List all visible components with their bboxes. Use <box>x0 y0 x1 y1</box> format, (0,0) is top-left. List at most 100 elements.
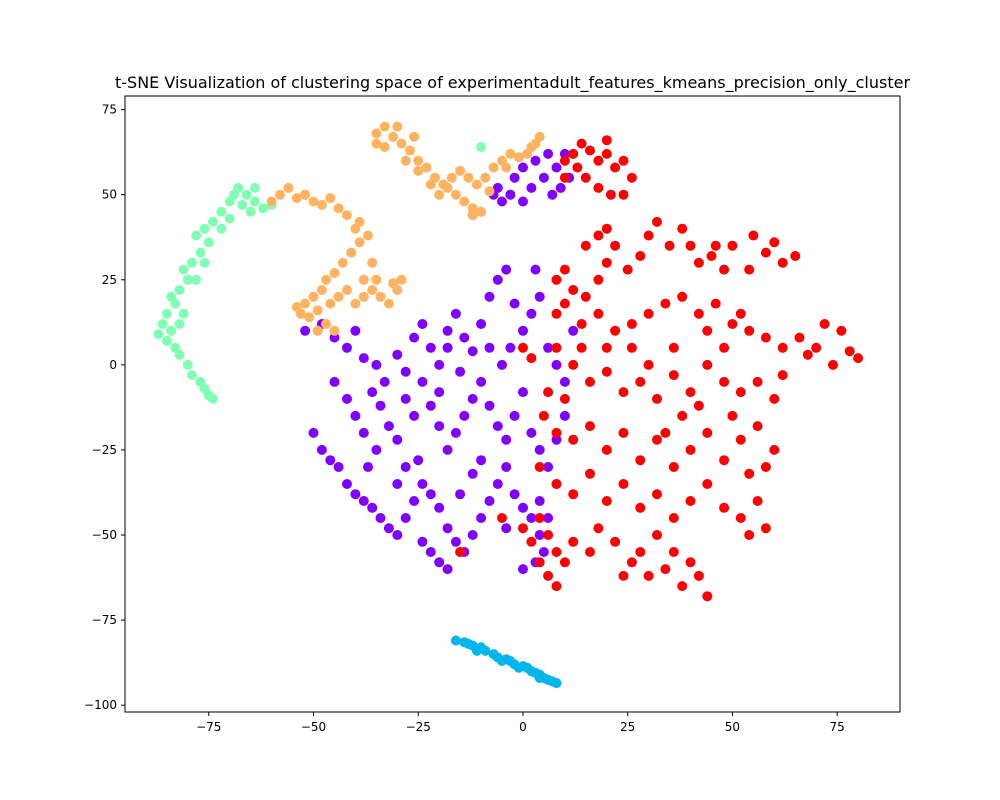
point-s1-56 <box>777 342 788 353</box>
point-s1-14 <box>572 162 583 173</box>
point-s1-50 <box>677 291 688 302</box>
point-s1-27 <box>664 240 675 251</box>
point-s2-22 <box>153 329 164 340</box>
point-s0-90 <box>417 536 428 547</box>
point-s2-8 <box>208 216 218 227</box>
point-s3-20 <box>295 308 306 319</box>
point-s1-102 <box>668 513 679 523</box>
point-s0-72 <box>417 479 428 489</box>
point-s3-47 <box>413 155 424 166</box>
point-s1-118 <box>626 557 637 568</box>
point-s1-13 <box>559 172 570 183</box>
point-s1-147 <box>543 387 554 398</box>
point-s1-113 <box>559 557 570 568</box>
point-s1-146 <box>559 393 570 404</box>
point-s1-144 <box>601 342 612 353</box>
point-s1-100 <box>635 502 646 513</box>
point-s0-5 <box>358 353 369 364</box>
point-s1-132 <box>526 536 537 547</box>
point-s3-22 <box>312 305 323 316</box>
point-s1-92 <box>752 421 763 432</box>
point-s0-28 <box>551 359 562 370</box>
point-s3-21 <box>304 312 315 323</box>
point-s2-1 <box>241 189 252 200</box>
point-s1-19 <box>580 291 591 302</box>
point-s3-43 <box>379 121 390 132</box>
point-s1-64 <box>802 349 813 360</box>
point-s1-3 <box>585 145 595 156</box>
point-s1-12 <box>618 189 629 200</box>
point-s3-33 <box>388 278 399 289</box>
point-s2-19 <box>161 308 172 319</box>
point-s1-70 <box>635 376 646 387</box>
series-0 <box>300 148 579 575</box>
point-s1-34 <box>748 230 759 241</box>
point-s1-4 <box>593 155 604 166</box>
point-s0-83 <box>509 489 520 500</box>
point-s0-62 <box>333 462 344 472</box>
point-s1-109 <box>744 530 755 540</box>
point-s2-10 <box>191 230 202 241</box>
point-s0-54 <box>526 427 537 438</box>
point-s0-47 <box>467 393 478 404</box>
point-s2-16 <box>174 285 185 295</box>
point-s4-19 <box>551 678 562 689</box>
point-s4-21 <box>497 656 507 666</box>
point-s0-58 <box>559 410 570 421</box>
point-s0-115 <box>543 148 554 159</box>
point-s3-27 <box>358 291 369 302</box>
point-s1-59 <box>828 359 838 370</box>
point-s0-36 <box>375 400 386 411</box>
point-s1-96 <box>568 489 579 500</box>
point-s0-92 <box>467 468 478 479</box>
point-s1-121 <box>677 581 688 592</box>
point-s1-7 <box>618 155 629 166</box>
point-s1-0 <box>559 155 570 166</box>
point-s1-55 <box>760 332 771 343</box>
point-s1-62 <box>836 325 847 336</box>
point-s1-152 <box>744 468 755 479</box>
point-s0-12 <box>425 342 436 353</box>
point-s3-55 <box>480 172 491 183</box>
point-s0-65 <box>358 496 369 506</box>
point-s1-138 <box>719 342 730 353</box>
point-s0-48 <box>476 376 487 387</box>
point-s1-23 <box>622 264 633 275</box>
point-s3-45 <box>396 138 407 149</box>
point-s1-81 <box>568 434 579 445</box>
point-s0-69 <box>392 530 403 540</box>
point-s3-79 <box>501 162 512 173</box>
point-s0-34 <box>358 427 369 438</box>
point-s0-100 <box>538 547 549 557</box>
y-tick-label-0: −100 <box>84 698 117 712</box>
point-s3-78 <box>484 186 495 197</box>
plot-frame <box>124 95 901 713</box>
point-s3-7 <box>325 193 336 204</box>
point-s0-44 <box>442 444 453 455</box>
point-s2-11 <box>203 237 214 248</box>
point-s3-42 <box>371 128 382 139</box>
point-s1-145 <box>576 342 587 353</box>
point-s0-46 <box>459 410 470 421</box>
point-s1-66 <box>568 359 579 370</box>
point-s1-1 <box>568 148 579 159</box>
point-s1-17 <box>559 264 570 275</box>
point-s0-8 <box>392 349 403 360</box>
point-s1-30 <box>693 257 704 268</box>
point-s1-101 <box>652 489 662 500</box>
point-s1-116 <box>593 523 604 534</box>
point-s1-114 <box>568 536 579 547</box>
point-s0-53 <box>518 387 528 398</box>
point-s1-99 <box>618 479 629 489</box>
point-s0-60 <box>316 444 327 455</box>
point-s1-10 <box>593 182 604 193</box>
point-s0-6 <box>371 359 382 370</box>
point-s3-13 <box>337 257 348 268</box>
point-s3-65 <box>476 206 487 217</box>
point-s0-10 <box>409 332 420 343</box>
point-s1-40 <box>593 230 604 241</box>
point-s3-36 <box>321 319 332 329</box>
point-s1-103 <box>685 496 696 506</box>
point-s2-12 <box>195 247 206 258</box>
point-s1-11 <box>605 189 616 200</box>
